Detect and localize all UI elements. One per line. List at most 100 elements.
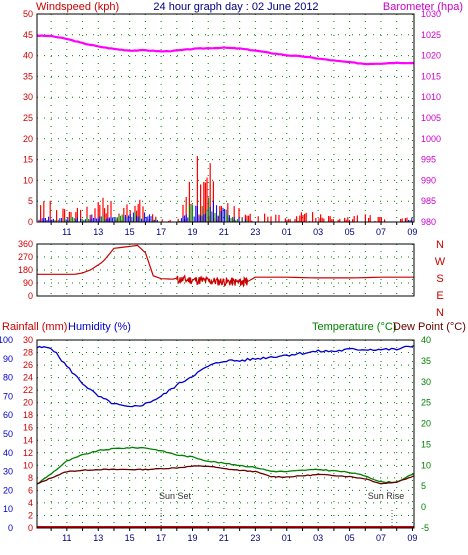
temperature-tick-label: 35 [421,356,431,366]
windspeed-tick-label: 35 [23,71,33,81]
humidity-line [36,345,415,408]
barometer-tick-label: 985 [421,196,436,206]
humidity-tick-label: 40 [3,448,13,458]
x-tick-label: 13 [93,227,103,237]
wind-direction-frame [36,243,415,297]
windspeed-tick-label: 20 [23,134,33,144]
rainfall-tick-label: 10 [23,460,33,470]
wind-direction-line [37,244,414,288]
temperature-tick-label: 30 [421,377,431,387]
rainfall-tick-label: 26 [23,360,33,370]
sunset-label: Sun Set [159,491,192,501]
humidity-tick-label: 90 [3,354,13,364]
rainfall-tick-label: 2 [28,510,33,520]
temperature-tick-label: -5 [421,523,429,533]
direction-label-s: S [436,273,443,285]
barometer-axis-label: Barometer (hpa) [383,1,463,13]
rainfall-tick-label: 24 [23,373,33,383]
windspeed-tick-label: 45 [23,30,33,40]
wind-barometer-frame [36,13,415,223]
x-tick-label: 17 [156,533,166,543]
barometer-tick-label: 1000 [421,134,441,144]
humidity-tick-label: 20 [3,485,13,495]
humidity-tick-label: 10 [3,504,13,514]
rainfall-tick-label: 28 [23,348,33,358]
x-tick-label: 11 [62,533,71,543]
rainfall-tick-label: 12 [23,448,33,458]
rainfall-tick-label: 0 [28,523,33,533]
barometer-tick-label: 990 [421,175,436,185]
dewpoint-axis-label: Dew Point (°C) [393,321,466,333]
temperature-tick-label: 10 [421,460,431,470]
barometer-tick-label: 1020 [421,51,441,61]
barometer-line [36,34,415,66]
rainfall-tick-label: 22 [23,385,33,395]
x-tick-label: 13 [93,533,103,543]
x-tick-label: 23 [250,533,260,543]
x-tick-label: 15 [125,533,135,543]
barometer-tick-label: 980 [421,217,436,227]
humidity-tick-label: 30 [3,467,13,477]
humidity-tick-label: 70 [3,391,13,401]
direction-label-n-top: N [436,239,444,251]
direction-tick-label: 270 [18,252,33,262]
windspeed-tick-label: 5 [28,196,33,206]
x-tick-label: 19 [188,227,198,237]
windspeed-tick-label: 50 [23,9,33,19]
temperature-tick-label: 20 [421,419,431,429]
temperature-tick-label: 15 [421,439,431,449]
x-tick-label: 05 [345,227,355,237]
rainfall-tick-label: 4 [28,498,33,508]
barometer-tick-label: 1030 [421,9,441,19]
direction-label-w: W [435,256,446,268]
humidity-tick-label: 100 [0,335,13,345]
windspeed-tick-label: 40 [23,51,33,61]
temperature-tick-label: 0 [421,502,426,512]
windspeed-tick-label: 25 [23,113,33,123]
barometer-tick-label: 1015 [421,71,441,81]
x-tick-label: 07 [376,227,386,237]
barometer-tick-label: 1025 [421,30,441,40]
windspeed-tick-label: 30 [23,92,33,102]
direction-label-e: E [436,290,443,302]
x-tick-label: 19 [188,533,198,543]
barometer-tick-label: 1005 [421,113,441,123]
windspeed-tick-label: 15 [23,155,33,165]
x-tick-label: 07 [376,533,386,543]
direction-tick-label: 360 [18,239,33,249]
humidity-axis-label: Humidity (%) [68,321,131,333]
windspeed-tick-label: 0 [28,217,33,227]
x-tick-label: 09 [407,227,417,237]
x-tick-label: 21 [219,533,229,543]
x-tick-label: 21 [219,227,229,237]
rainfall-tick-label: 18 [23,410,33,420]
x-tick-label: 11 [62,227,71,237]
windspeed-tick-label: 10 [23,175,33,185]
barometer-tick-label: 1010 [421,92,441,102]
direction-tick-label: 180 [18,265,33,275]
rainfall-axis-label: Rainfall (mm) [2,321,67,333]
dewpoint-line [36,465,415,485]
rainfall-tick-label: 16 [23,423,33,433]
temperature-tick-label: 25 [421,398,431,408]
rainfall-tick-label: 20 [23,398,33,408]
sunrise-label: Sun Rise [368,491,405,501]
humidity-tick-label: 80 [3,373,13,383]
x-tick-label: 23 [250,227,260,237]
humidity-tick-label: 60 [3,410,13,420]
rainfall-tick-label: 6 [28,485,33,495]
temperature-humidity-frame [36,339,415,529]
barometer-tick-label: 995 [421,155,436,165]
temperature-line [36,446,415,485]
x-tick-label: 09 [407,533,417,543]
x-tick-label: 01 [282,227,292,237]
x-tick-label: 01 [282,533,292,543]
temperature-axis-label: Temperature (°C) [312,321,396,333]
temperature-tick-label: 40 [421,335,431,345]
chart-title: 24 hour graph day : 02 June 2012 [153,1,318,13]
rainfall-tick-label: 14 [23,435,33,445]
humidity-tick-label: 0 [8,523,13,533]
windspeed-axis-label: Windspeed (kph) [36,1,119,13]
